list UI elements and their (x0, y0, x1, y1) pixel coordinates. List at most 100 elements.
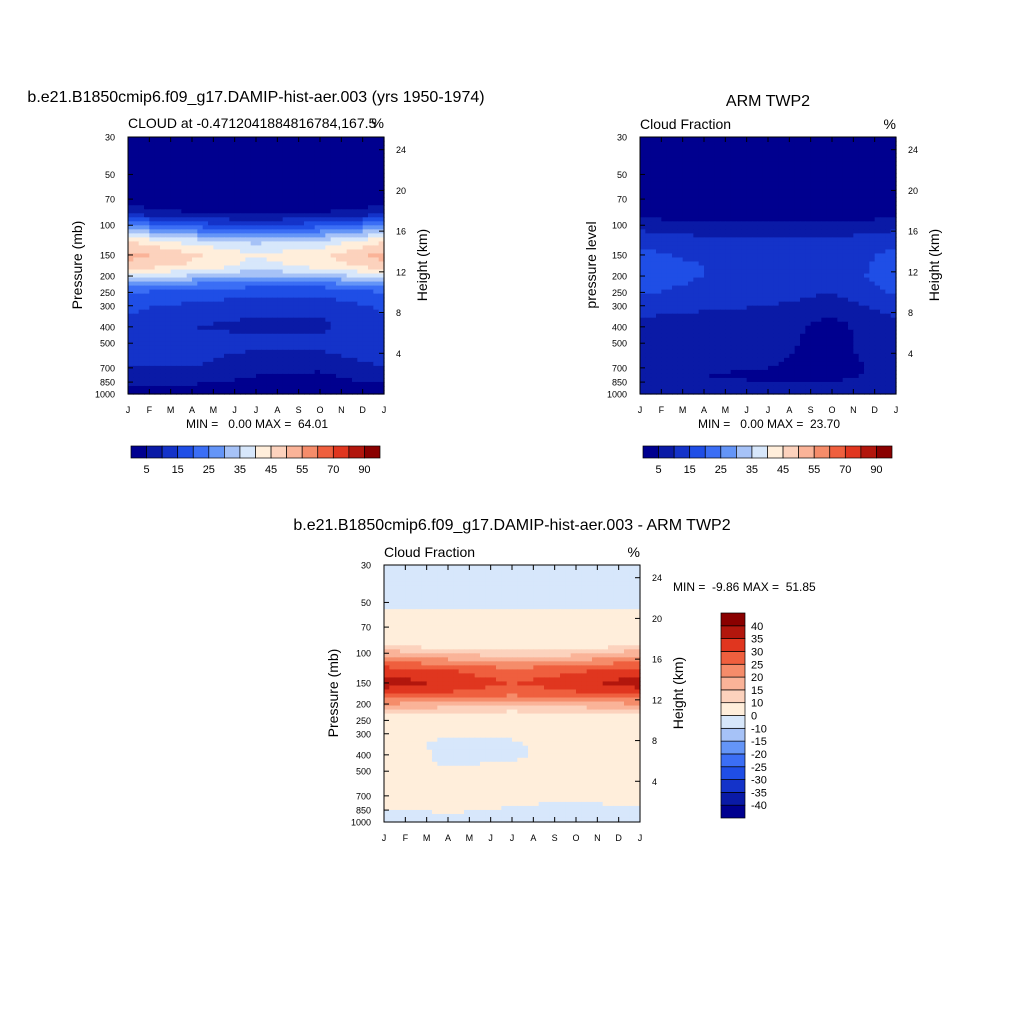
field-cell (170, 385, 177, 391)
field-cell (144, 201, 150, 206)
field-cell (170, 317, 177, 323)
field-cell (357, 313, 364, 319)
field-cell (858, 141, 865, 146)
field-cell (304, 173, 310, 178)
field-cell (874, 241, 881, 247)
field-cell (197, 377, 204, 383)
field-cell (704, 173, 710, 178)
field-cell (858, 185, 865, 190)
field-cell (128, 345, 134, 351)
field-cell (842, 201, 849, 206)
field-cell (197, 273, 204, 279)
field-cell (320, 357, 326, 363)
field-cell (186, 381, 193, 387)
field-cell (352, 377, 358, 383)
field-cell (821, 145, 828, 150)
field-cell (677, 169, 684, 174)
field-cell (282, 301, 289, 307)
field-cell (720, 153, 726, 158)
heatmap-field (640, 137, 897, 395)
field-cell (368, 369, 374, 375)
field-cell (357, 325, 364, 331)
field-cell (848, 201, 854, 206)
field-cell (250, 269, 257, 275)
field-cell (261, 281, 268, 287)
field-cell (133, 137, 140, 142)
field-cell (240, 265, 246, 271)
field-cell (672, 161, 678, 166)
field-cell (853, 193, 860, 198)
field-cell (661, 185, 668, 190)
field-cell (720, 181, 726, 186)
field-cell (192, 137, 198, 142)
field-cell (336, 261, 342, 267)
field-cell (752, 185, 758, 190)
field-cell (154, 185, 161, 190)
field-cell (805, 145, 812, 150)
field-cell (816, 253, 822, 259)
field-cell (789, 153, 796, 158)
field-cell (314, 333, 321, 339)
field-cell (277, 333, 284, 339)
field-cell (272, 317, 278, 323)
field-cell (666, 277, 673, 283)
field-cell (698, 145, 705, 150)
field-cell (165, 373, 172, 379)
field-cell (181, 205, 188, 210)
field-cell (330, 261, 337, 267)
field-cell (192, 377, 198, 383)
field-cell (826, 189, 833, 194)
field-cell (357, 293, 364, 299)
field-cell (869, 213, 876, 218)
field-cell (186, 281, 193, 287)
field-cell (330, 193, 337, 198)
field-cell (373, 181, 380, 186)
field-cell (176, 261, 182, 267)
field-cell (730, 217, 737, 222)
field-cell (768, 225, 774, 230)
field-cell (362, 149, 369, 154)
field-cell (757, 241, 764, 247)
field-cell (192, 281, 198, 287)
field-cell (736, 185, 742, 190)
field-cell (314, 373, 321, 379)
field-cell (874, 213, 881, 218)
field-cell (272, 265, 278, 271)
field-cell (149, 369, 156, 375)
field-cell (714, 197, 721, 202)
field-cell (794, 149, 801, 154)
field-cell (746, 137, 753, 142)
field-cell (704, 209, 710, 214)
field-cell (858, 213, 865, 218)
field-cell (720, 197, 726, 202)
field-cell (208, 377, 214, 383)
field-cell (725, 261, 732, 267)
field-cell (357, 157, 364, 162)
field-cell (149, 157, 156, 162)
field-cell (170, 201, 177, 206)
field-cell (778, 153, 785, 158)
field-cell (277, 209, 284, 214)
field-cell (186, 341, 193, 347)
field-cell (858, 281, 865, 287)
field-cell (693, 281, 700, 287)
field-cell (133, 353, 140, 359)
field-cell (773, 245, 780, 251)
field-cell (213, 365, 220, 371)
field-cell (768, 249, 774, 255)
field-cell (213, 221, 220, 226)
field-cell (314, 269, 321, 275)
field-cell (762, 169, 769, 174)
colorbar-swatch (364, 445, 381, 459)
field-cell (160, 345, 166, 351)
field-cell (880, 177, 886, 182)
field-cell (309, 141, 316, 146)
field-cell (245, 353, 252, 359)
field-cell (725, 185, 732, 190)
field-cell (784, 141, 790, 146)
field-cell (677, 229, 684, 234)
field-cell (645, 229, 652, 234)
field-cell (234, 233, 241, 238)
field-cell (261, 341, 268, 347)
field-cell (357, 305, 364, 311)
